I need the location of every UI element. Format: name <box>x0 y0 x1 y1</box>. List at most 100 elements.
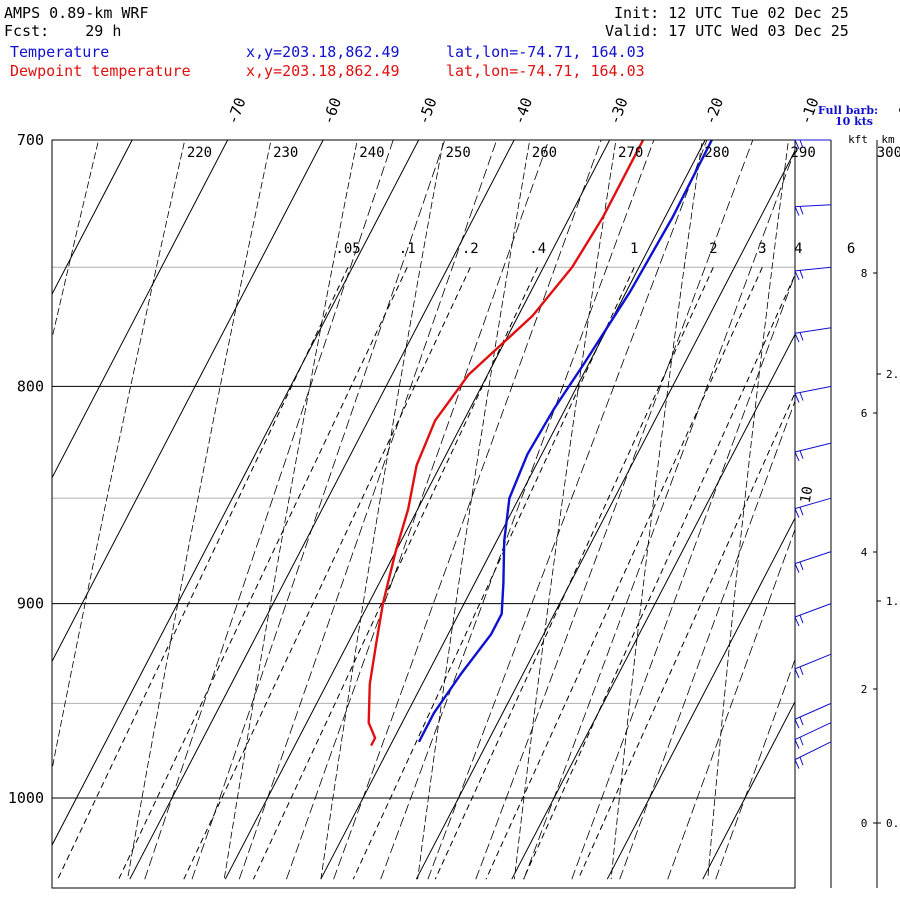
pressure-label-800: 800 <box>17 377 44 395</box>
isotherm-line <box>415 149 795 880</box>
wind-barb-shaft <box>794 266 832 272</box>
moist-adiabat <box>238 140 498 880</box>
init-label: Init: <box>614 4 660 22</box>
dry-adiabat-label: 260 <box>532 145 557 161</box>
isobar-lines <box>52 139 795 799</box>
dry-adiabat <box>514 140 617 880</box>
dry-adiabat-label: 300 <box>877 145 900 161</box>
dry-adiabat-label: 270 <box>618 145 643 161</box>
plot-frame <box>51 139 796 889</box>
wind-barb-flag <box>794 508 800 518</box>
kft-tick-label: 6 <box>861 407 868 420</box>
wind-barb-flag <box>799 332 804 341</box>
mixing-ratio-line <box>352 267 635 880</box>
mixing-ratio-line <box>523 273 795 880</box>
wind-barb-shaft <box>794 385 832 395</box>
moist-adiabat <box>380 140 655 880</box>
wind-barb-shaft <box>794 722 832 741</box>
wind-barb-flag <box>799 392 804 401</box>
isotherm-line <box>0 113 50 879</box>
wind-barb-flag <box>799 206 804 215</box>
init-value: 12 UTC Tue 02 Dec 25 <box>668 4 849 22</box>
dry-adiabat-label: 230 <box>273 145 298 161</box>
barb-legend-line1: Full barb: <box>818 104 878 117</box>
legend-dewpoint-xy: x,y=203.18,862.49 <box>246 62 400 80</box>
kft-tick-label: 8 <box>861 267 868 280</box>
mixing-ratio-label: 3 <box>758 241 766 257</box>
wind-barb-flag <box>794 616 800 627</box>
kft-tick-label: 0 <box>861 817 868 830</box>
pressure-label-700: 700 <box>17 131 44 149</box>
mixing-ratio-line <box>577 391 795 880</box>
legend-temperature-latlon: lat,lon=-74.71, 164.03 <box>446 43 645 61</box>
isotherm-line <box>894 113 900 879</box>
isotherm-line <box>129 140 515 880</box>
moist-adiabat <box>333 140 602 880</box>
isotherm-line <box>702 700 795 880</box>
pressure-label-1000: 1000 <box>8 789 44 807</box>
mixing-ratio-label: .1 <box>399 241 416 257</box>
km-tick-label: 1. <box>886 595 899 608</box>
km-tick-label: 2. <box>886 368 899 381</box>
isotherm-label: -60 <box>319 95 345 127</box>
wind-barb-flag <box>799 666 804 675</box>
isotherm-line <box>511 333 795 880</box>
dry-adiabat <box>805 114 878 880</box>
mixing-ratio-label: 4 <box>794 241 802 257</box>
moist-adiabat <box>191 140 446 880</box>
isotherm-label: -30 <box>605 95 631 127</box>
wind-barb <box>794 722 832 749</box>
init-time: Init: 12 UTC Tue 02 Dec 25 <box>614 4 849 22</box>
dry-adiabat <box>223 140 358 880</box>
isotherm-label: -20 <box>701 95 727 127</box>
mixing-ratio-line <box>183 267 471 880</box>
wind-barb <box>794 497 832 518</box>
wind-barb <box>794 442 832 462</box>
moist-adiabat <box>144 140 394 880</box>
wind-barb <box>794 603 832 627</box>
wind-barb <box>794 702 832 729</box>
dry-adiabat <box>127 140 272 880</box>
wind-barb-flag <box>799 139 804 149</box>
wind-barb-flag <box>794 332 800 343</box>
wind-barb-flag <box>799 506 804 516</box>
moist-adiabat <box>715 658 795 880</box>
moist-adiabat <box>427 140 708 880</box>
moist-adiabat <box>571 273 795 880</box>
wind-barb-flag <box>799 614 804 624</box>
wind-barb-flag <box>794 739 800 749</box>
km-tick-label: 0. <box>886 817 899 830</box>
legend-temperature-name: Temperature <box>10 43 110 61</box>
mixing-ratio-line <box>485 267 763 880</box>
isotherm-line <box>52 140 324 663</box>
wind-barb-shaft <box>794 702 832 720</box>
barb-legend-line2: 10 kts <box>835 115 873 128</box>
dry-adiabat <box>707 140 789 880</box>
dry-adiabat <box>52 140 100 341</box>
isotherm-label: -70 <box>223 95 249 127</box>
wind-barb-shaft <box>794 551 832 565</box>
wind-barb-flag <box>794 719 800 729</box>
kft-label: kft <box>848 133 868 146</box>
km-label: km <box>881 133 895 146</box>
wind-barb-flag <box>794 563 800 573</box>
forecast-label: Fcst: 29 h <box>4 22 121 40</box>
moist-adiabat <box>523 149 795 880</box>
wind-barb-flag <box>794 393 800 403</box>
dry-adiabat-label: 250 <box>446 145 471 161</box>
profiles <box>367 140 713 747</box>
moist-adiabat <box>619 399 795 880</box>
dry-adiabat <box>610 140 703 880</box>
isotherm-line <box>52 140 229 479</box>
wind-barb-flag <box>799 716 804 726</box>
wind-barb-flag <box>794 206 800 216</box>
isotherm-line <box>52 140 133 296</box>
isotherm-label: -50 <box>414 95 440 127</box>
mixing-ratio-label: 2 <box>709 241 717 257</box>
moist-adiabat <box>667 528 795 880</box>
mixing-ratio-line <box>252 267 539 880</box>
model-title: AMPS 0.89-km WRF <box>4 4 149 22</box>
